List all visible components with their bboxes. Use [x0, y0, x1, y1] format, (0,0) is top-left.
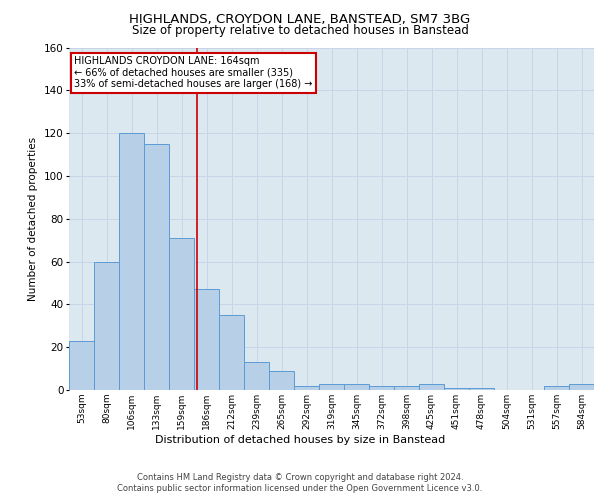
- Bar: [144, 144, 169, 390]
- Bar: [69, 341, 94, 390]
- Bar: [369, 386, 394, 390]
- Bar: [94, 262, 119, 390]
- Text: HIGHLANDS, CROYDON LANE, BANSTEAD, SM7 3BG: HIGHLANDS, CROYDON LANE, BANSTEAD, SM7 3…: [130, 12, 470, 26]
- Bar: [319, 384, 344, 390]
- Bar: [394, 386, 419, 390]
- Y-axis label: Number of detached properties: Number of detached properties: [28, 136, 38, 301]
- Bar: [444, 388, 469, 390]
- Bar: [244, 362, 269, 390]
- Text: HIGHLANDS CROYDON LANE: 164sqm
← 66% of detached houses are smaller (335)
33% of: HIGHLANDS CROYDON LANE: 164sqm ← 66% of …: [74, 56, 313, 90]
- Bar: [344, 384, 369, 390]
- Bar: [419, 384, 444, 390]
- Bar: [119, 133, 144, 390]
- Bar: [194, 290, 219, 390]
- Bar: [544, 386, 569, 390]
- Bar: [469, 388, 494, 390]
- Bar: [269, 370, 294, 390]
- Bar: [294, 386, 319, 390]
- Bar: [569, 384, 594, 390]
- Bar: [219, 315, 244, 390]
- Text: Distribution of detached houses by size in Banstead: Distribution of detached houses by size …: [155, 435, 445, 445]
- Text: Size of property relative to detached houses in Banstead: Size of property relative to detached ho…: [131, 24, 469, 37]
- Text: Contains public sector information licensed under the Open Government Licence v3: Contains public sector information licen…: [118, 484, 482, 493]
- Bar: [169, 238, 194, 390]
- Text: Contains HM Land Registry data © Crown copyright and database right 2024.: Contains HM Land Registry data © Crown c…: [137, 472, 463, 482]
